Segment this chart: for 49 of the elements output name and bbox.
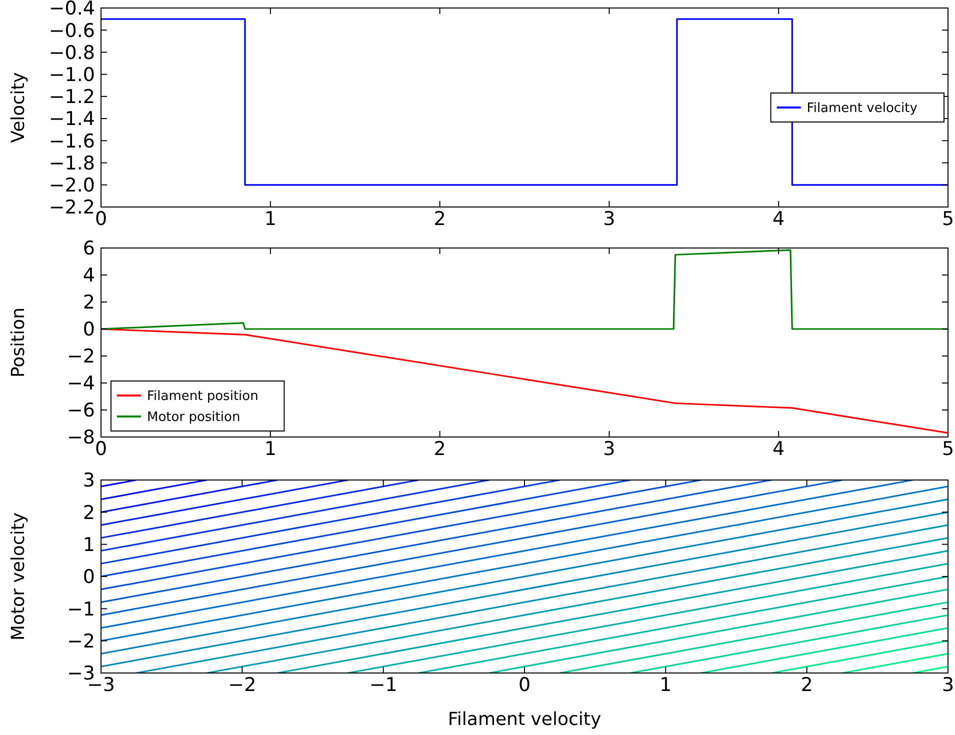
y-tick-label: −1 <box>66 598 95 620</box>
y-tick-label: 6 <box>82 238 95 260</box>
y-tick-label: −2.0 <box>48 174 95 197</box>
y-tick-label: 1 <box>82 534 95 556</box>
y-tick-label: −0.4 <box>48 0 95 20</box>
x-tick-label: 3 <box>603 208 616 230</box>
x-tick-label: 1 <box>264 208 276 230</box>
legend-label: Motor position <box>147 410 240 426</box>
x-tick-label: 2 <box>434 208 446 230</box>
x-tick-label: −2 <box>228 674 256 696</box>
y-tick-label: −1.4 <box>48 108 95 130</box>
x-tick-label: 3 <box>942 674 954 696</box>
y-tick-label: −8 <box>66 426 95 449</box>
line-series <box>101 328 948 434</box>
y-axis-title: Motor velocity <box>8 512 29 641</box>
x-tick-label: 0 <box>518 674 531 696</box>
y-tick-label: −1.2 <box>48 86 95 108</box>
y-tick-label: −1.6 <box>48 130 95 152</box>
y-tick-label: −1.0 <box>48 64 95 86</box>
y-tick-label: −2 <box>66 630 95 652</box>
x-tick-label: 3 <box>603 438 616 460</box>
y-tick-label: 0 <box>82 566 95 588</box>
y-axis-title: Velocity <box>8 72 29 143</box>
y-tick-label: 3 <box>82 470 95 492</box>
x-tick-label: 2 <box>434 438 446 460</box>
x-axis-title: Filament velocity <box>448 709 602 730</box>
y-tick-label: −2 <box>66 346 95 368</box>
x-tick-label: 2 <box>800 674 813 696</box>
x-tick-label: 1 <box>660 674 672 696</box>
x-tick-label: 4 <box>772 208 785 230</box>
y-tick-label: −2.2 <box>48 196 95 219</box>
y-tick-label: 2 <box>82 292 95 314</box>
x-tick-label: −1 <box>369 674 398 696</box>
legend-label: Filament position <box>147 389 258 404</box>
legend-label: Filament velocity <box>806 101 918 116</box>
y-tick-label: 0 <box>82 318 95 341</box>
y-axis-title: Position <box>8 307 29 378</box>
x-tick-label: 5 <box>942 208 954 230</box>
y-tick-label: −0.6 <box>48 20 95 42</box>
y-tick-label: −0.8 <box>48 42 95 64</box>
x-tick-label: 5 <box>942 438 954 460</box>
line-series <box>101 249 948 330</box>
x-tick-label: 4 <box>772 438 785 460</box>
y-tick-label: 4 <box>82 264 95 287</box>
y-tick-label: −1.8 <box>48 152 95 174</box>
y-tick-label: 2 <box>82 502 95 524</box>
y-tick-label: −4 <box>66 372 95 395</box>
x-tick-label: 1 <box>264 438 276 460</box>
y-tick-label: −6 <box>66 400 95 422</box>
